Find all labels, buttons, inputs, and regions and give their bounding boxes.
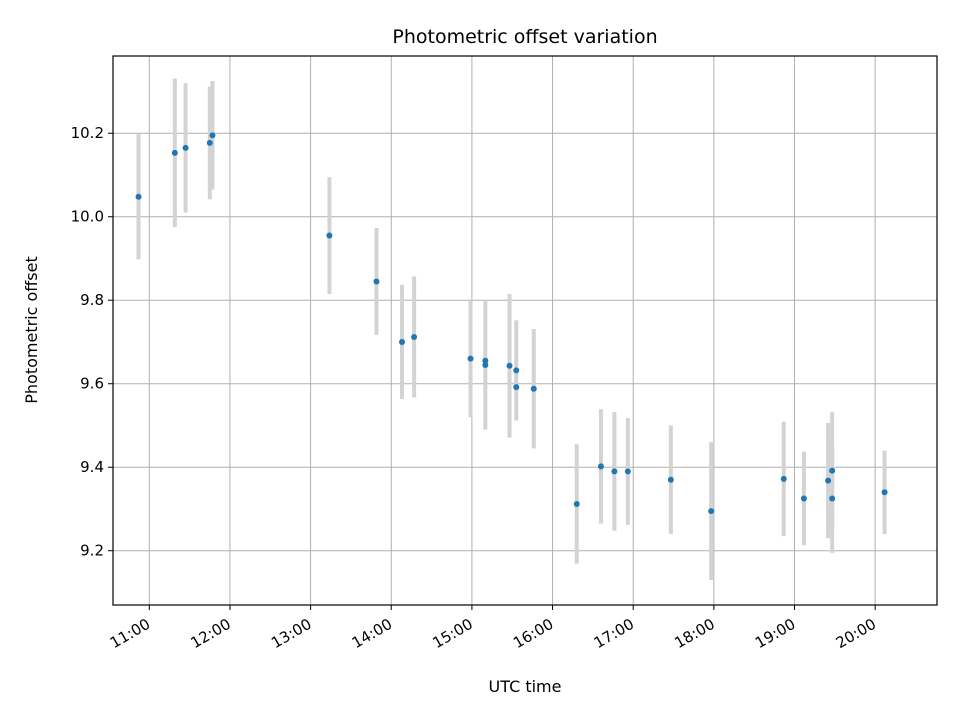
y-tick-label: 9.8: [80, 291, 104, 309]
y-tick-label: 9.4: [80, 458, 104, 476]
y-tick-label: 10.2: [71, 124, 104, 142]
data-point: [829, 495, 836, 502]
data-points: [135, 132, 888, 515]
data-point: [206, 139, 213, 146]
data-point: [829, 467, 836, 474]
data-point: [530, 385, 537, 392]
data-point: [411, 333, 418, 340]
data-point: [513, 384, 520, 391]
data-point: [780, 475, 787, 482]
data-point: [399, 338, 406, 345]
data-point: [881, 489, 888, 496]
data-point: [506, 362, 513, 369]
chart-title: Photometric offset variation: [392, 26, 657, 48]
data-point: [467, 355, 474, 362]
data-point: [182, 144, 189, 151]
data-point: [373, 278, 380, 285]
data-point: [624, 468, 631, 475]
data-point: [513, 367, 520, 374]
data-point: [482, 357, 489, 364]
data-point: [326, 232, 333, 239]
data-point: [825, 477, 832, 484]
data-point: [597, 463, 604, 470]
y-tick-label: 9.6: [80, 375, 104, 393]
data-point: [135, 193, 142, 200]
data-point: [667, 476, 674, 483]
data-point: [800, 495, 807, 502]
data-point: [708, 508, 715, 515]
data-point: [482, 361, 489, 368]
plot-frame: [112, 55, 938, 606]
x-axis-label: UTC time: [489, 677, 562, 696]
y-tick-label: 10.0: [71, 208, 104, 226]
y-tick-label: 9.2: [80, 542, 104, 560]
data-point: [209, 132, 216, 139]
y-axis: 9.2 9.4 9.6 9.8 10.0 10.2: [71, 124, 113, 560]
data-point: [573, 500, 580, 507]
data-point: [171, 149, 178, 156]
data-point: [611, 468, 618, 475]
y-axis-label: Photometric offset: [22, 256, 41, 404]
